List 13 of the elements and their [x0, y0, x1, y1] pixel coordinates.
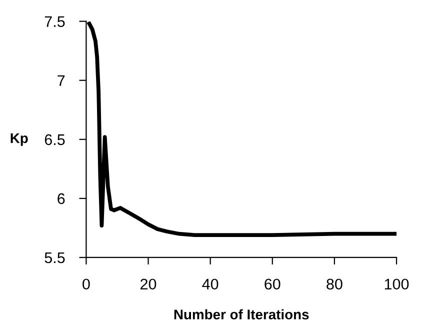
x-axis-title: Number of Iterations	[174, 309, 309, 320]
y-tick-label: 5.5	[44, 252, 65, 264]
y-tick-label: 7.5	[44, 16, 65, 28]
x-tick-label: 20	[140, 278, 156, 290]
x-tick-label: 0	[82, 278, 90, 290]
x-tick-label: 60	[264, 278, 280, 290]
y-tick-label: 7	[58, 75, 65, 86]
y-tick-label: 6.5	[44, 134, 65, 146]
x-tick-label: 40	[202, 278, 218, 290]
y-axis-title: Kp	[10, 133, 28, 146]
x-tick-label: 100	[384, 278, 409, 290]
y-tick-label: 6	[58, 193, 65, 204]
x-tick-label: 80	[326, 278, 342, 290]
